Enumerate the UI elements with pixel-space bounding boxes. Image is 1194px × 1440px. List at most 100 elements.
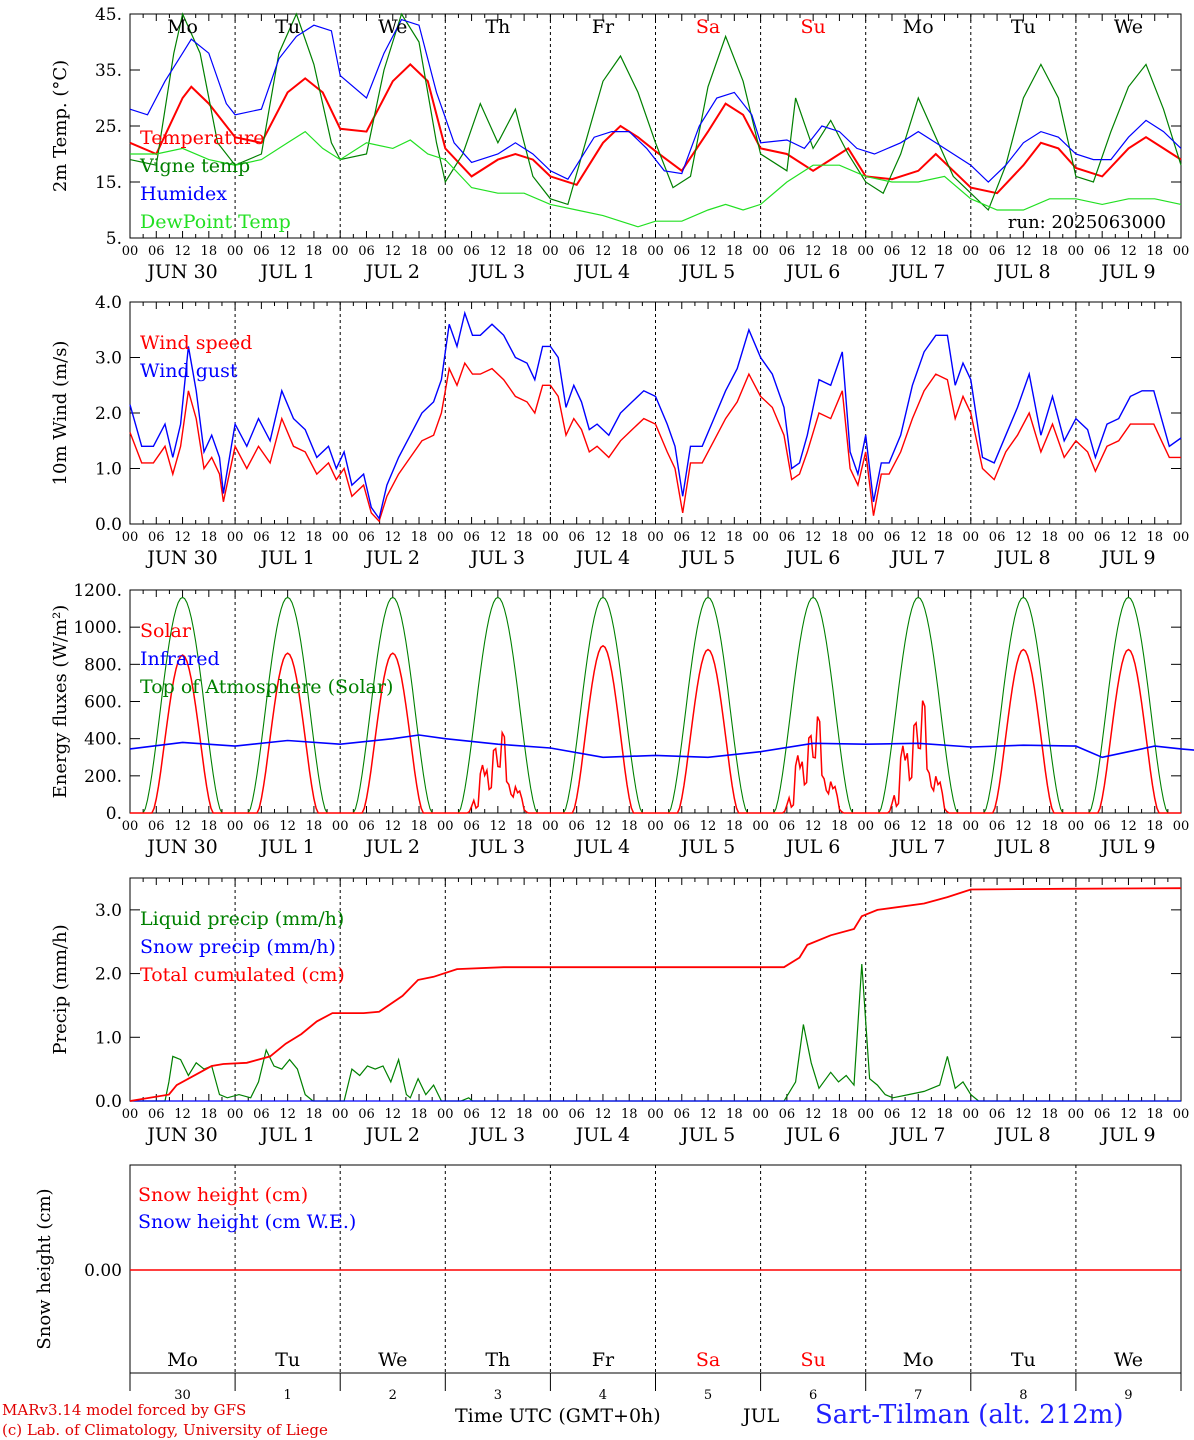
y-tick-label: 45. (95, 5, 122, 25)
hour-tick-label: 00 (647, 819, 664, 834)
hour-tick-label: 12 (1015, 244, 1032, 259)
series-line-total (129, 887, 1182, 1102)
day-number: 9 (1124, 1388, 1132, 1403)
day-label: JUL 8 (994, 547, 1050, 569)
y-tick-label: 0.0 (95, 515, 122, 535)
hour-tick-label: 12 (910, 244, 927, 259)
hour-tick-label: 12 (1120, 530, 1137, 545)
day-label: JUL 5 (679, 1124, 735, 1146)
hour-tick-label: 18 (621, 530, 638, 545)
day-number: 4 (599, 1388, 607, 1403)
hour-tick-label: 00 (332, 530, 349, 545)
weekday-label: Th (485, 16, 510, 38)
hour-tick-label: 06 (779, 819, 796, 834)
hour-tick-label: 12 (279, 819, 296, 834)
hour-tick-label: 18 (1041, 1107, 1058, 1122)
day-label: JUL 5 (679, 261, 735, 283)
hour-tick-label: 06 (148, 1107, 165, 1122)
hour-tick-label: 06 (674, 819, 691, 834)
hour-tick-label: 12 (174, 244, 191, 259)
weekday-label: We (1114, 16, 1143, 38)
hour-tick-label: 18 (201, 530, 218, 545)
hour-tick-label: 00 (227, 530, 244, 545)
weekday-label: Tu (275, 1349, 300, 1371)
hour-tick-label: 06 (674, 244, 691, 259)
hour-tick-label: 12 (384, 819, 401, 834)
hour-tick-label: 06 (463, 1107, 480, 1122)
day-label: JUL 3 (469, 547, 525, 569)
hour-tick-label: 18 (201, 819, 218, 834)
hour-tick-label: 18 (306, 819, 323, 834)
day-label: JUL 3 (469, 261, 525, 283)
day-label: JUL 4 (574, 836, 630, 858)
hour-tick-label: 00 (857, 244, 874, 259)
hour-tick-label: 06 (253, 530, 270, 545)
y-tick-label: 200. (84, 767, 122, 787)
day-label: JUL 8 (994, 261, 1050, 283)
y-tick-label: 1200. (73, 581, 122, 601)
hour-tick-label: 18 (831, 819, 848, 834)
hour-tick-label: 18 (936, 244, 953, 259)
hour-tick-label: 18 (1146, 1107, 1163, 1122)
hour-tick-label: 12 (805, 530, 822, 545)
weekday-label: We (378, 16, 407, 38)
weekday-label: Sa (696, 16, 720, 38)
y-tick-label: 0.00 (84, 1261, 122, 1281)
hour-tick-label: 12 (1015, 819, 1032, 834)
hour-tick-label: 00 (752, 530, 769, 545)
hour-tick-label: 12 (490, 244, 507, 259)
day-label: JUL 3 (469, 836, 525, 858)
weekday-label: Fr (592, 1349, 615, 1371)
hour-tick-label: 06 (989, 1107, 1006, 1122)
hour-tick-label: 06 (253, 819, 270, 834)
day-label: JUL 9 (1099, 547, 1155, 569)
hour-tick-label: 06 (358, 1107, 375, 1122)
hour-tick-label: 00 (437, 819, 454, 834)
hour-tick-label: 12 (1120, 1107, 1137, 1122)
hour-tick-label: 12 (1015, 1107, 1032, 1122)
hour-tick-label: 18 (1146, 819, 1163, 834)
hour-tick-label: 06 (1094, 819, 1111, 834)
day-label: JUL 6 (784, 547, 840, 569)
hour-tick-label: 12 (805, 819, 822, 834)
series-line-liquid (130, 963, 1181, 1102)
hour-tick-label: 18 (411, 530, 428, 545)
hour-tick-label: 00 (752, 819, 769, 834)
hour-tick-label: 06 (568, 244, 585, 259)
hour-tick-label: 00 (963, 819, 980, 834)
hour-tick-label: 12 (1015, 530, 1032, 545)
hour-tick-label: 06 (989, 530, 1006, 545)
hour-tick-label: 18 (201, 1107, 218, 1122)
hour-tick-label: 18 (1146, 530, 1163, 545)
hour-tick-label: 12 (700, 819, 717, 834)
hour-tick-label: 00 (437, 1107, 454, 1122)
hour-tick-label: 12 (490, 1107, 507, 1122)
day-label: JUL 6 (784, 261, 840, 283)
hour-tick-label: 12 (490, 530, 507, 545)
day-label: JUL 1 (258, 261, 314, 283)
hour-tick-label: 12 (595, 819, 612, 834)
hour-tick-label: 00 (857, 530, 874, 545)
y-tick-label: 25. (95, 117, 122, 137)
hour-tick-label: 06 (568, 1107, 585, 1122)
series-line-humidex (129, 18, 1182, 183)
hour-tick-label: 00 (963, 244, 980, 259)
hour-tick-label: 18 (516, 244, 533, 259)
hour-tick-label: 12 (1120, 819, 1137, 834)
day-label: JUL 6 (784, 836, 840, 858)
day-label: JUL 9 (1099, 261, 1155, 283)
hour-tick-label: 18 (726, 530, 743, 545)
hour-tick-label: 12 (174, 819, 191, 834)
y-axis-label: Precip (mm/h) (50, 924, 71, 1054)
hour-tick-label: 18 (726, 819, 743, 834)
hour-tick-label: 00 (1173, 819, 1190, 834)
hour-tick-label: 00 (1173, 1107, 1190, 1122)
month-label: JUL (743, 1405, 780, 1427)
day-label: JUL 6 (784, 1124, 840, 1146)
legend-entry: Solar (140, 620, 192, 642)
day-label: JUN 30 (145, 547, 217, 569)
y-axis-label: Snow height (cm) (34, 1188, 55, 1349)
day-number: 6 (809, 1388, 817, 1403)
day-label: JUL 1 (258, 836, 314, 858)
